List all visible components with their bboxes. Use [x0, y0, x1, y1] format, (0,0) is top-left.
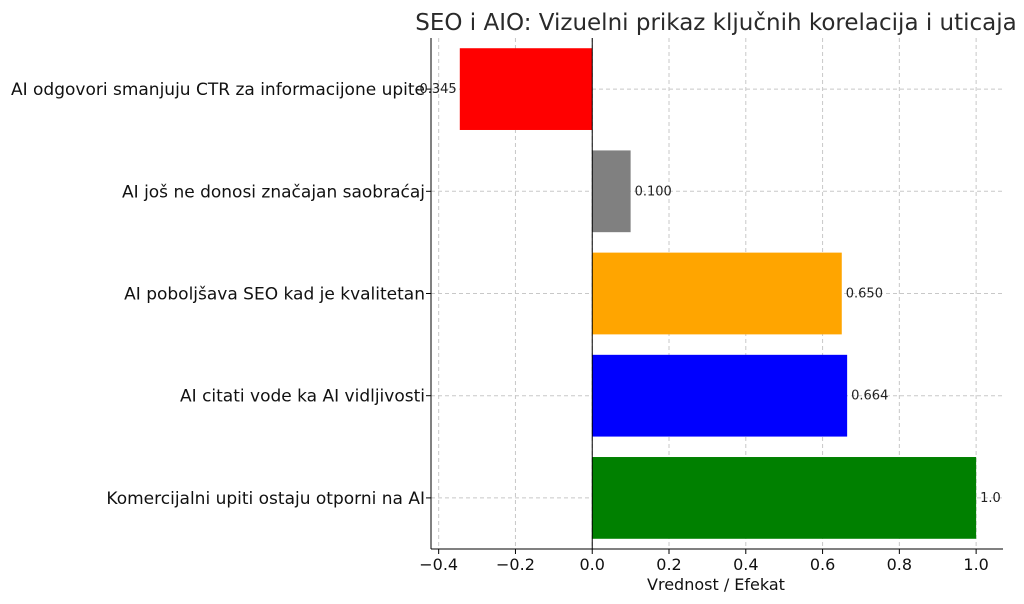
category-label: AI još ne donosi značajan saobraćaj [122, 182, 425, 202]
bar [592, 457, 977, 539]
x-tick-label: −0.4 [419, 555, 458, 574]
category-label: Komercijalni upiti ostaju otporni na AI [106, 489, 425, 509]
chart-title: SEO i AIO: Vizuelni prikaz ključnih kore… [415, 10, 1017, 36]
data-label: -0.345 [415, 82, 457, 97]
bar [592, 354, 848, 437]
x-tick-label: 0.0 [580, 555, 605, 574]
x-tick-label: 0.2 [656, 555, 681, 574]
bars [459, 48, 977, 539]
data-label: 1.0 [980, 491, 1001, 506]
x-tick-label: 0.6 [810, 555, 835, 574]
data-label: 0.650 [846, 287, 883, 302]
bar [592, 150, 631, 233]
data-label: 0.664 [851, 389, 888, 404]
x-tick-label: −0.2 [496, 555, 535, 574]
x-tick-label: 1.0 [963, 555, 988, 574]
x-tick-label: 0.4 [733, 555, 758, 574]
bar [592, 252, 842, 335]
category-label: AI odgovori smanjuju CTR za informacijon… [11, 80, 425, 100]
category-label: AI poboljšava SEO kad je kvalitetan [124, 285, 425, 305]
x-axis-label: Vrednost / Efekat [647, 575, 785, 594]
x-tick-label: 0.8 [887, 555, 912, 574]
labels: −0.4 −0.2 0.0 0.2 0.4 0.6 0.8 1.0 AI odgovori sm… [11, 80, 1001, 574]
category-label: AI citati vode ka AI vidljivosti [180, 387, 425, 407]
data-label: 0.100 [635, 184, 672, 199]
axes [426, 38, 1003, 554]
bar [459, 48, 593, 130]
